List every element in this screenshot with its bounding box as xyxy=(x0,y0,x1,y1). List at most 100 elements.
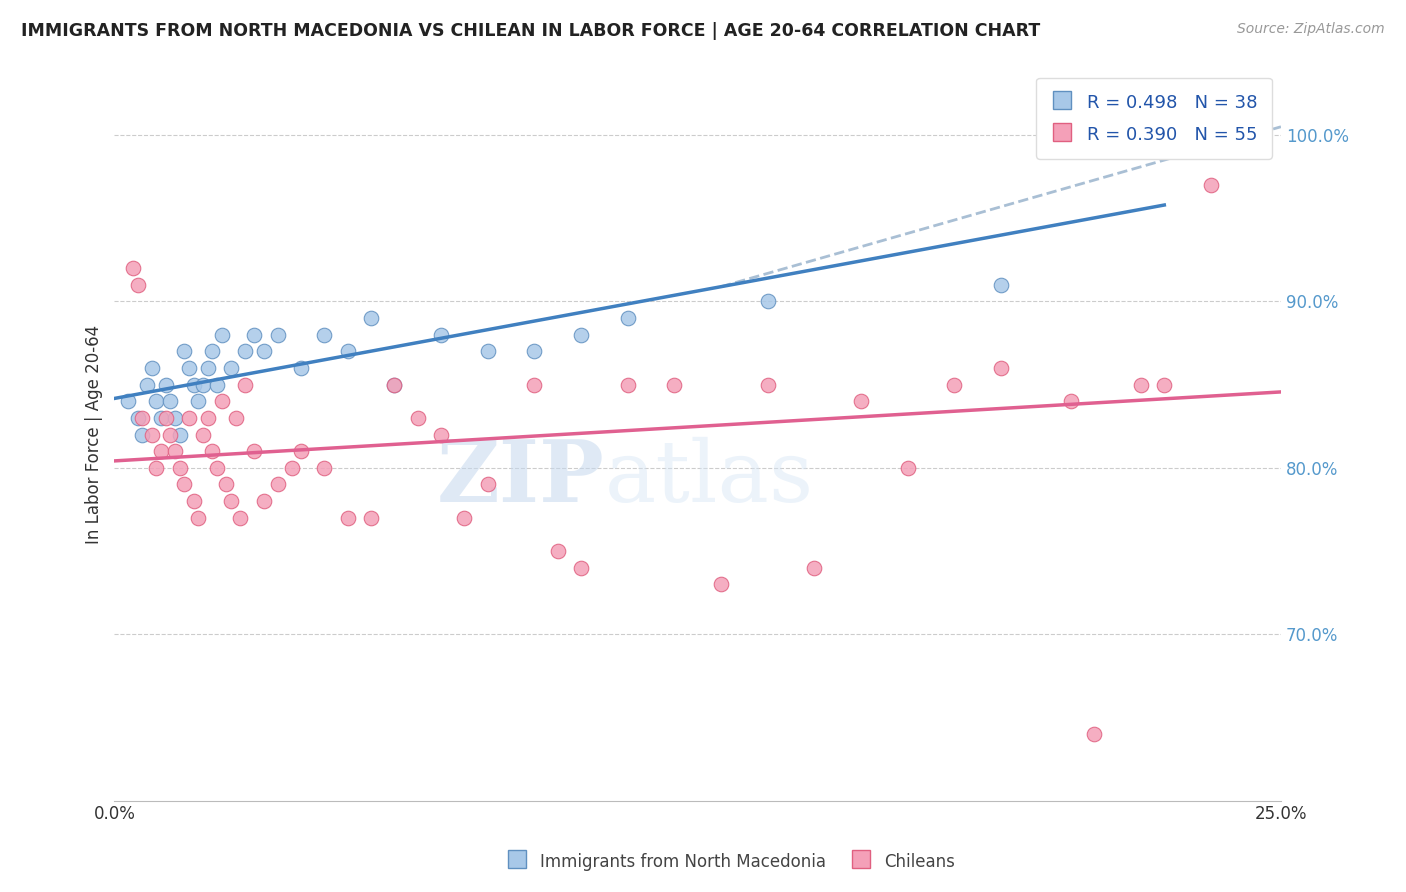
Text: ZIP: ZIP xyxy=(437,436,605,521)
Point xyxy=(382,377,405,392)
Point xyxy=(141,427,163,442)
Point xyxy=(225,411,247,425)
Point xyxy=(243,444,266,458)
Point xyxy=(547,544,569,558)
Point xyxy=(183,494,205,508)
Point xyxy=(141,361,163,376)
Point xyxy=(187,510,209,524)
Point xyxy=(243,327,266,342)
Point xyxy=(360,510,382,524)
Point xyxy=(253,494,276,508)
Point xyxy=(756,294,779,309)
Point xyxy=(1153,377,1175,392)
Point xyxy=(201,444,224,458)
Point xyxy=(1060,394,1083,409)
Point xyxy=(1153,128,1175,142)
Point xyxy=(117,394,139,409)
Point xyxy=(803,560,825,574)
Point xyxy=(145,394,167,409)
Point xyxy=(159,427,181,442)
Point xyxy=(201,344,224,359)
Point xyxy=(943,377,966,392)
Point xyxy=(177,361,200,376)
Point xyxy=(187,394,209,409)
Point xyxy=(430,327,453,342)
Point xyxy=(523,377,546,392)
Text: IMMIGRANTS FROM NORTH MACEDONIA VS CHILEAN IN LABOR FORCE | AGE 20-64 CORRELATIO: IMMIGRANTS FROM NORTH MACEDONIA VS CHILE… xyxy=(21,22,1040,40)
Point xyxy=(177,411,200,425)
Point xyxy=(169,427,191,442)
Point xyxy=(616,311,638,326)
Text: atlas: atlas xyxy=(605,437,814,520)
Point xyxy=(215,477,238,491)
Point xyxy=(314,327,336,342)
Point xyxy=(136,377,159,392)
Point xyxy=(197,411,219,425)
Point xyxy=(477,344,499,359)
Point xyxy=(150,444,173,458)
Point xyxy=(165,411,187,425)
Text: Source: ZipAtlas.com: Source: ZipAtlas.com xyxy=(1237,22,1385,37)
Point xyxy=(664,377,686,392)
Point xyxy=(314,460,336,475)
Point xyxy=(211,394,233,409)
Point xyxy=(219,494,242,508)
Point xyxy=(253,344,276,359)
Point xyxy=(122,261,145,276)
Point xyxy=(569,560,592,574)
Point xyxy=(616,377,638,392)
Point xyxy=(336,344,359,359)
Point xyxy=(127,277,149,292)
Point xyxy=(205,377,228,392)
Point xyxy=(290,361,312,376)
Legend: R = 0.498   N = 38, R = 0.390   N = 55: R = 0.498 N = 38, R = 0.390 N = 55 xyxy=(1036,78,1272,159)
Point xyxy=(165,444,187,458)
Point xyxy=(477,477,499,491)
Point xyxy=(155,377,177,392)
Point xyxy=(159,394,181,409)
Point xyxy=(145,460,167,475)
Point xyxy=(233,377,256,392)
Point xyxy=(1130,377,1153,392)
Point xyxy=(211,327,233,342)
Point xyxy=(205,460,228,475)
Point xyxy=(280,460,302,475)
Point xyxy=(523,344,546,359)
Point xyxy=(990,277,1012,292)
Point xyxy=(1246,112,1268,126)
Point xyxy=(360,311,382,326)
Point xyxy=(169,460,191,475)
Point xyxy=(150,411,173,425)
Point xyxy=(453,510,475,524)
Point xyxy=(267,477,290,491)
Point xyxy=(382,377,405,392)
Point xyxy=(173,344,195,359)
Point xyxy=(406,411,429,425)
Point xyxy=(290,444,312,458)
Point xyxy=(131,411,153,425)
Point xyxy=(849,394,872,409)
Point xyxy=(229,510,252,524)
Point xyxy=(710,577,733,591)
Point xyxy=(155,411,177,425)
Point xyxy=(131,427,153,442)
Point xyxy=(1083,727,1105,741)
Y-axis label: In Labor Force | Age 20-64: In Labor Force | Age 20-64 xyxy=(86,325,103,544)
Point xyxy=(197,361,219,376)
Point xyxy=(219,361,242,376)
Point xyxy=(897,460,920,475)
Point xyxy=(267,327,290,342)
Point xyxy=(173,477,195,491)
Legend: Immigrants from North Macedonia, Chileans: Immigrants from North Macedonia, Chilean… xyxy=(499,843,963,880)
Point xyxy=(233,344,256,359)
Point xyxy=(569,327,592,342)
Point xyxy=(430,427,453,442)
Point xyxy=(336,510,359,524)
Point xyxy=(990,361,1012,376)
Point xyxy=(127,411,149,425)
Point xyxy=(756,377,779,392)
Point xyxy=(191,427,214,442)
Point xyxy=(183,377,205,392)
Point xyxy=(1199,178,1222,192)
Point xyxy=(191,377,214,392)
